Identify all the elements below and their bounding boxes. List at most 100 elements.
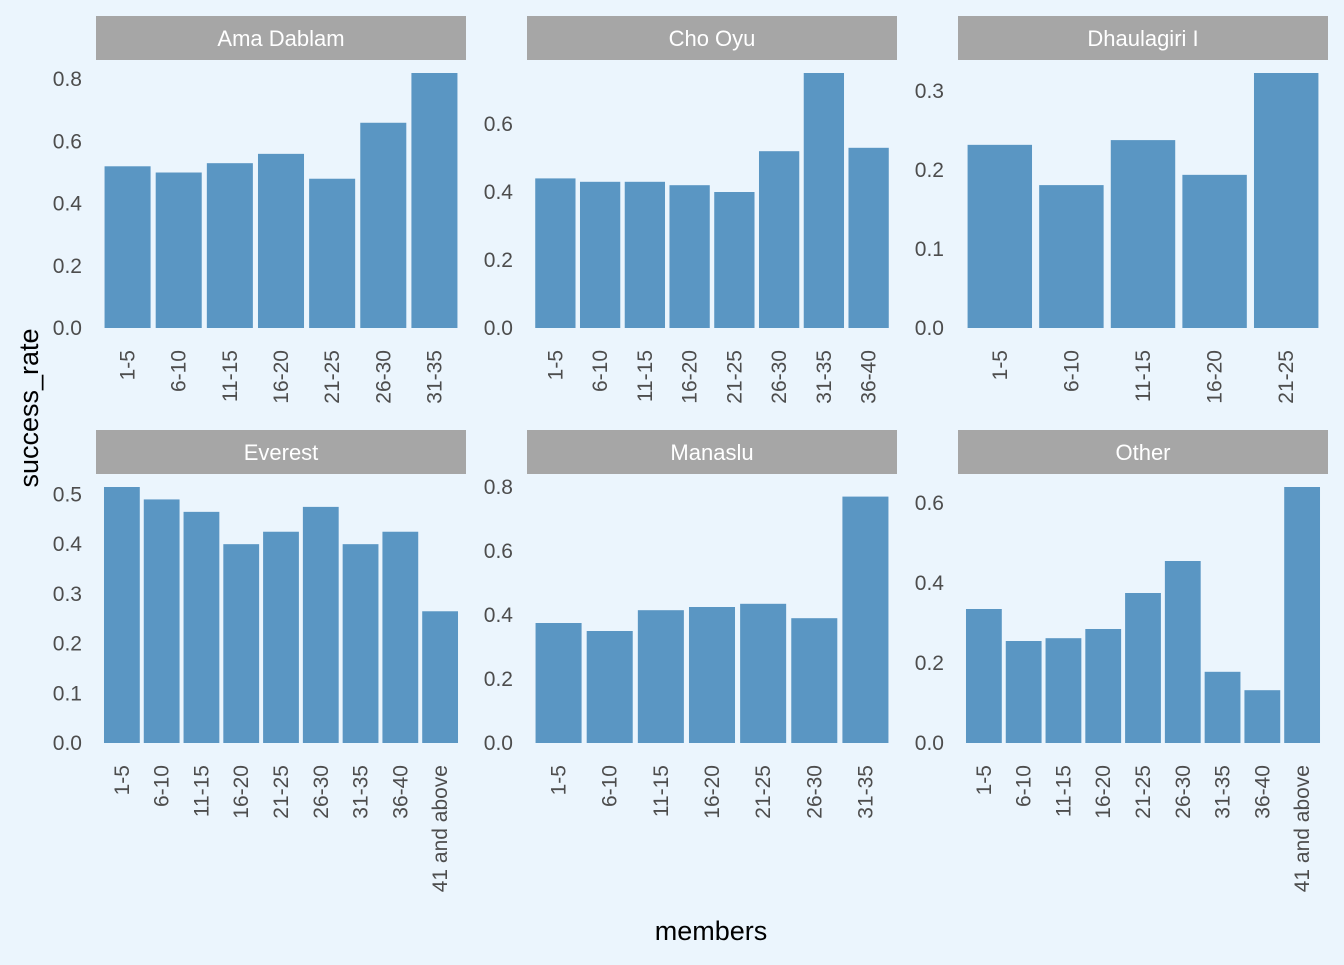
x-tick-label: 31-35	[813, 350, 836, 404]
x-tick-label: 16-20	[701, 765, 724, 819]
y-tick-label: 0.3	[53, 583, 82, 606]
bar	[848, 147, 889, 328]
facet-panel: Everest 0.0 0.1 0.2 0.3 0.4 0.5 1-5 6-10 11-15 16-…	[53, 430, 466, 892]
x-tick-label: 11-15	[219, 350, 242, 402]
x-tick-label: 21-25	[1132, 765, 1155, 819]
y-tick-label: 0.8	[53, 68, 82, 91]
bar	[143, 499, 180, 743]
y-tick-label: 0.5	[53, 483, 82, 506]
bar	[342, 544, 379, 743]
bar	[155, 172, 202, 328]
facet-panel: Dhaulagiri I 0.0 0.1 0.2 0.3 1-5 6-10 11-15 16-2…	[915, 16, 1328, 404]
y-tick-label: 0.2	[484, 249, 513, 272]
bar	[104, 166, 151, 328]
x-tick-label: 11-15	[190, 765, 213, 817]
bar	[535, 623, 582, 743]
bar	[1110, 140, 1176, 328]
y-tick-label: 0.4	[53, 533, 83, 556]
bar	[535, 178, 576, 328]
facet-panel: Other 0.0 0.2 0.4 0.6 1-5 6-10 11-15 16-20 21-25 2…	[915, 430, 1328, 892]
x-tick-label: 11-15	[650, 765, 673, 817]
x-tick-label: 21-25	[752, 765, 775, 819]
bar	[624, 181, 666, 328]
x-tick-label: 31-35	[1212, 765, 1235, 819]
bar	[360, 122, 407, 328]
bar	[1284, 487, 1321, 743]
y-tick-label: 0.1	[53, 682, 82, 705]
bar	[1182, 174, 1247, 328]
y-tick-label: 0.2	[915, 159, 944, 182]
x-tick-label: 1-5	[548, 765, 571, 795]
y-tick-label: 0.1	[915, 238, 944, 261]
x-tick-label: 36-40	[389, 765, 412, 819]
y-tick-label: 0.4	[484, 604, 514, 627]
x-tick-label: 21-25	[1275, 350, 1298, 404]
x-tick-label: 1-5	[117, 350, 140, 380]
bar	[637, 610, 684, 743]
x-tick-label: 16-20	[679, 350, 702, 404]
x-tick-label: 21-25	[270, 765, 293, 819]
facet-strip	[527, 16, 897, 60]
x-tick-label: 1-5	[111, 765, 134, 795]
x-tick-label: 31-35	[854, 765, 877, 819]
bar	[1253, 73, 1319, 328]
y-tick-label: 0.0	[915, 732, 944, 755]
y-tick-label: 0.2	[915, 652, 944, 675]
x-tick-label: 16-20	[1092, 765, 1115, 819]
bar	[1039, 185, 1104, 328]
x-tick-label: 1-5	[989, 350, 1012, 380]
y-tick-label: 0.4	[915, 572, 945, 595]
facet-strip	[527, 430, 897, 474]
facet-title: Ama Dablam	[217, 26, 344, 51]
y-tick-label: 0.6	[484, 113, 513, 136]
x-tick-label: 11-15	[1052, 765, 1075, 817]
bar	[206, 163, 253, 328]
x-tick-label: 6-10	[1060, 350, 1083, 392]
bar	[1045, 638, 1082, 743]
facet-strip	[96, 16, 466, 60]
bar	[382, 531, 419, 743]
facet-panel: Ama Dablam 0.0 0.2 0.4 0.6 0.8 1-5 6-10 11-15 16-…	[53, 16, 466, 404]
bar	[103, 487, 140, 743]
facet-title: Other	[1115, 440, 1170, 465]
x-tick-label: 1-5	[973, 765, 996, 795]
bar	[1005, 641, 1042, 743]
x-tick-label: 16-20	[270, 350, 293, 404]
bar	[1204, 671, 1241, 743]
y-tick-label: 0.2	[53, 633, 82, 656]
y-tick-label: 0.0	[915, 317, 944, 340]
x-tick-label: 36-40	[1251, 765, 1274, 819]
x-tick-label: 26-30	[1172, 765, 1195, 819]
x-tick-label: 11-15	[634, 350, 657, 402]
y-tick-label: 0.6	[484, 540, 513, 563]
facet-panel: Manaslu 0.0 0.2 0.4 0.6 0.8 1-5 6-10 11-15 16-20 2…	[484, 430, 897, 819]
bar	[302, 506, 339, 743]
x-tick-label: 6-10	[589, 350, 612, 392]
x-tick-label: 21-25	[723, 350, 746, 404]
bar	[263, 531, 299, 743]
x-tick-label: 1-5	[544, 350, 567, 380]
x-tick-label: 41 and above	[1291, 765, 1314, 892]
bar	[740, 603, 787, 743]
x-tick-label: 6-10	[168, 350, 191, 392]
x-axis-title: members	[655, 916, 768, 946]
y-tick-label: 0.0	[484, 317, 513, 340]
bar	[586, 631, 633, 743]
facet-title: Manaslu	[670, 440, 753, 465]
bar	[669, 185, 710, 328]
y-tick-label: 0.3	[915, 80, 944, 103]
facet-strip	[96, 430, 466, 474]
facet-title: Cho Oyu	[669, 26, 756, 51]
bar	[257, 153, 305, 328]
y-axis-title: success_rate	[14, 328, 44, 487]
y-tick-label: 0.6	[53, 130, 82, 153]
bar	[422, 611, 459, 743]
x-tick-label: 36-40	[858, 350, 881, 404]
bar	[411, 73, 458, 328]
y-tick-label: 0.4	[484, 181, 514, 204]
bar	[965, 609, 1002, 743]
bar	[309, 178, 356, 328]
y-tick-label: 0.0	[484, 732, 513, 755]
